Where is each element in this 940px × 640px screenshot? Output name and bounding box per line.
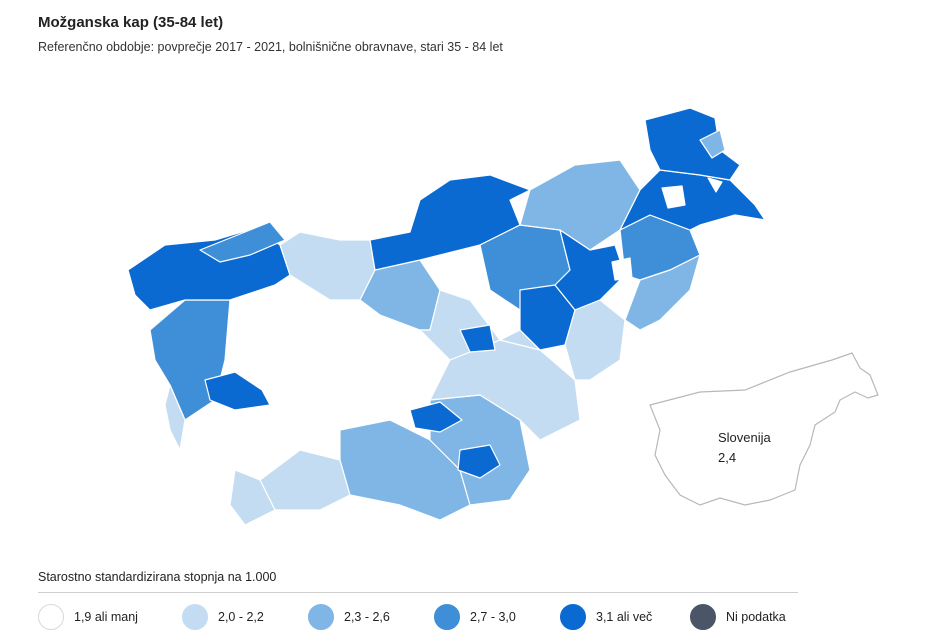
region-ne-white-3[interactable] <box>611 257 633 281</box>
inset-country-name: Slovenija <box>718 430 771 445</box>
legend-item: 2,0 - 2,2 <box>182 604 308 630</box>
region-pomurje-dark[interactable] <box>644 107 741 181</box>
legend-swatch-2 <box>182 604 208 630</box>
slovenia-choropleth-map <box>127 107 879 526</box>
region-south-mid[interactable] <box>339 419 471 521</box>
legend-swatch-5 <box>560 604 586 630</box>
inset-label: Slovenija 2,4 <box>718 428 771 468</box>
region-center-light-3[interactable] <box>499 329 541 351</box>
legend-label: 1,9 ali manj <box>74 610 138 624</box>
region-ne-light[interactable] <box>564 299 626 381</box>
legend-swatch-6 <box>690 604 716 630</box>
legend-divider <box>38 592 798 593</box>
legend-item: 2,7 - 3,0 <box>434 604 560 630</box>
legend-item: Ni podatka <box>690 604 800 630</box>
legend-swatch-3 <box>308 604 334 630</box>
region-dark-mid[interactable] <box>459 324 496 353</box>
region-south-light-2[interactable] <box>229 469 276 526</box>
chart-title: Možganska kap (35-84 let) <box>38 14 224 31</box>
legend-item: 1,9 ali manj <box>38 604 182 630</box>
region-northwest-strong[interactable] <box>199 221 286 263</box>
region-east-mid-2[interactable] <box>624 254 701 331</box>
legend-label: 3,1 ali več <box>596 610 653 624</box>
region-coast-light[interactable] <box>164 384 186 451</box>
region-pomurje-mid[interactable] <box>699 129 726 159</box>
legend-swatch-4 <box>434 604 460 630</box>
chart-subtitle: Referenčno obdobje: povprečje 2017 - 202… <box>38 40 503 54</box>
legend-label: 2,3 - 2,6 <box>344 610 390 624</box>
legend-item: 2,3 - 2,6 <box>308 604 434 630</box>
legend-label: 2,0 - 2,2 <box>218 610 264 624</box>
region-west-dark[interactable] <box>204 371 271 411</box>
region-center-white-2[interactable] <box>439 274 491 301</box>
slovenia-inset-shape <box>649 352 879 506</box>
region-ne-white-2[interactable] <box>707 177 723 193</box>
inset-country-value: 2,4 <box>718 450 737 465</box>
legend-label: 2,7 - 3,0 <box>470 610 516 624</box>
region-ne-white-1[interactable] <box>661 185 686 209</box>
legend-swatch-1 <box>38 604 64 630</box>
legend-title: Starostno standardizirana stopnja na 1.0… <box>38 570 277 584</box>
legend-item: 3,1 ali več <box>560 604 690 630</box>
region-south-strong[interactable] <box>409 401 463 433</box>
legend-label: Ni podatka <box>726 610 786 624</box>
region-southeast-dark[interactable] <box>457 444 501 479</box>
legend: 1,9 ali manj 2,0 - 2,2 2,3 - 2,6 2,7 - 3… <box>38 604 800 630</box>
